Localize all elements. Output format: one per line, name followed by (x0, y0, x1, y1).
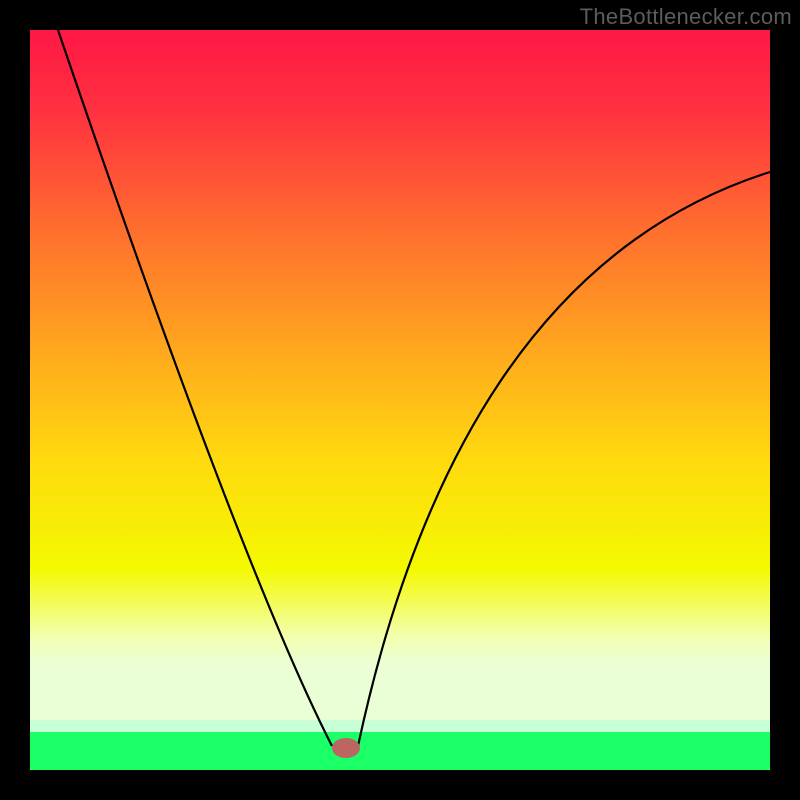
gradient-background (0, 30, 800, 720)
watermark-text: TheBottlenecker.com (580, 4, 792, 30)
notch-marker (332, 738, 360, 758)
frame-border-bottom (0, 770, 800, 800)
chart-container: TheBottlenecker.com (0, 0, 800, 800)
frame-border-left (0, 0, 30, 800)
frame-border-right (770, 0, 800, 800)
pale-green-band (0, 720, 800, 732)
green-band (0, 732, 800, 770)
